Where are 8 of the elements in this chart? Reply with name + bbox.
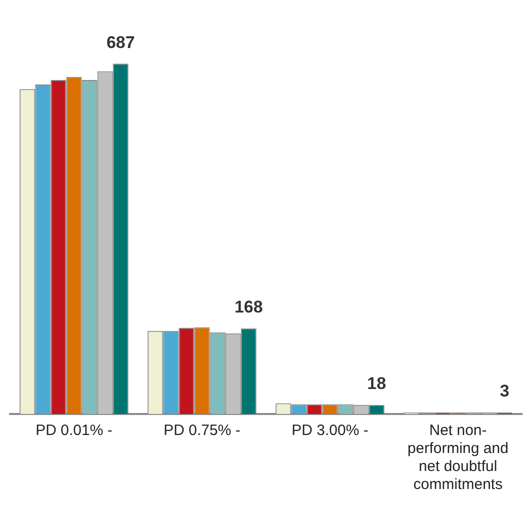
- data-label: 18: [367, 374, 386, 394]
- x-tick-label: Net non-performing and net doubtful commitments: [408, 422, 508, 494]
- x-tick-label: PD 0.75% -: [164, 422, 240, 440]
- x-tick-label: PD 3.00% -: [292, 422, 368, 440]
- data-label: 687: [106, 32, 135, 52]
- data-label: 168: [234, 298, 263, 317]
- data-label: 3: [500, 382, 510, 401]
- x-tick-label: PD 0.01% -: [36, 422, 112, 440]
